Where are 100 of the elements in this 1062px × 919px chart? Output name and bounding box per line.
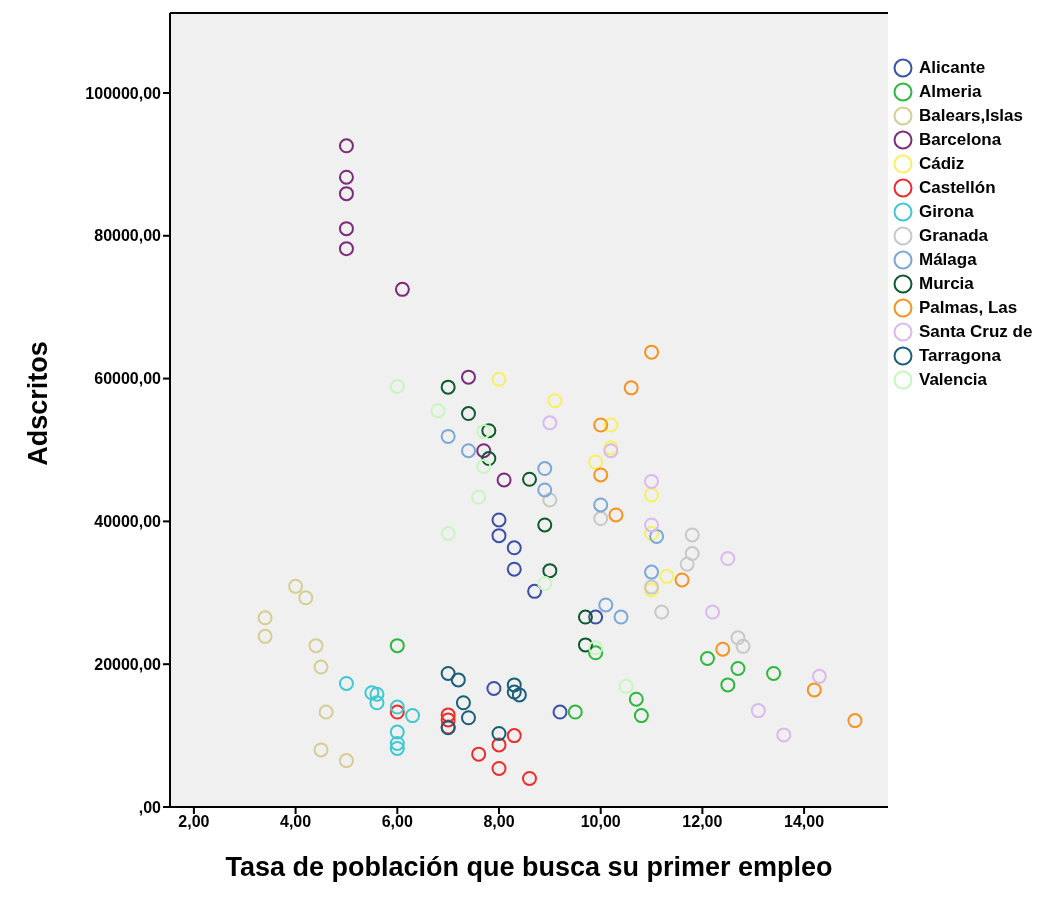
point <box>440 526 456 542</box>
point <box>847 713 863 729</box>
point <box>471 746 487 762</box>
point <box>705 604 721 620</box>
y-tick-label: 100000,00 <box>85 84 162 102</box>
x-tick-label: 2,00 <box>178 813 210 831</box>
point <box>389 638 405 654</box>
point <box>608 507 624 523</box>
point <box>476 458 492 474</box>
point <box>455 695 471 711</box>
point <box>506 540 522 556</box>
point <box>537 517 553 533</box>
point <box>593 417 609 433</box>
point <box>628 691 644 707</box>
point <box>364 685 380 701</box>
x-tick-label: 12,00 <box>682 813 723 831</box>
point <box>735 638 751 654</box>
legend-label: Castellón <box>919 178 996 198</box>
point <box>460 710 476 726</box>
point <box>389 704 405 720</box>
y-tick-label: 80000,00 <box>94 227 162 245</box>
y-tick-label: 20000,00 <box>94 655 162 673</box>
point <box>644 517 660 533</box>
x-tick-label: 4,00 <box>280 813 312 831</box>
x-tick-label: 6,00 <box>381 813 413 831</box>
point <box>633 708 649 724</box>
point <box>644 487 660 503</box>
point <box>644 526 660 542</box>
point <box>567 704 583 720</box>
point <box>776 727 792 743</box>
point <box>257 610 273 626</box>
point <box>588 645 604 661</box>
point <box>298 590 314 606</box>
point <box>750 703 766 719</box>
point <box>684 527 700 543</box>
point <box>257 628 273 644</box>
legend-label: Almeria <box>919 82 982 102</box>
point <box>506 677 522 693</box>
x-tick-label: 10,00 <box>580 813 621 831</box>
x-tick-label: 14,00 <box>784 813 825 831</box>
point <box>522 471 538 487</box>
legend-label: Murcia <box>919 274 974 294</box>
point <box>699 650 715 666</box>
point <box>537 482 553 498</box>
point <box>338 221 354 237</box>
point <box>450 672 466 688</box>
point <box>730 660 746 676</box>
point <box>496 472 512 488</box>
point <box>537 576 553 592</box>
legend-label: Santa Cruz de <box>919 322 1033 342</box>
point <box>460 443 476 459</box>
point <box>654 604 670 620</box>
point <box>440 379 456 395</box>
point <box>527 583 543 599</box>
point <box>720 551 736 567</box>
point <box>644 564 660 580</box>
legend-label: Girona <box>919 202 974 222</box>
point <box>618 678 634 694</box>
point <box>715 641 731 657</box>
point <box>389 735 405 751</box>
point <box>491 725 507 741</box>
point <box>288 578 304 594</box>
point <box>577 637 593 653</box>
point <box>603 417 619 433</box>
point <box>338 675 354 691</box>
point <box>440 712 456 728</box>
y-tick-label: 40000,00 <box>94 513 162 531</box>
point <box>389 724 405 740</box>
legend-label: Alicante <box>919 58 986 78</box>
point <box>506 728 522 744</box>
point <box>806 682 822 698</box>
point <box>542 415 558 431</box>
point <box>542 492 558 508</box>
point <box>313 742 329 758</box>
y-axis-title: Adscritos <box>22 339 54 468</box>
x-axis-title: Tasa de población que busca su primer empleo <box>224 852 834 882</box>
point <box>644 473 660 489</box>
point <box>598 597 614 613</box>
point <box>338 241 354 257</box>
point <box>389 699 405 715</box>
point <box>552 704 568 720</box>
point <box>338 753 354 769</box>
point <box>308 638 324 654</box>
point <box>491 371 507 387</box>
point <box>659 568 675 584</box>
point <box>389 378 405 394</box>
point <box>440 665 456 681</box>
legend-label: Tarragona <box>919 346 1001 366</box>
point <box>720 677 736 693</box>
point <box>593 497 609 513</box>
point <box>588 609 604 625</box>
point <box>369 686 385 702</box>
legend-label: Palmas, Las <box>919 298 1018 318</box>
point <box>679 556 695 572</box>
point <box>491 760 507 776</box>
point <box>313 659 329 675</box>
point <box>460 369 476 385</box>
point <box>644 344 660 360</box>
point <box>338 186 354 202</box>
point <box>481 423 497 439</box>
